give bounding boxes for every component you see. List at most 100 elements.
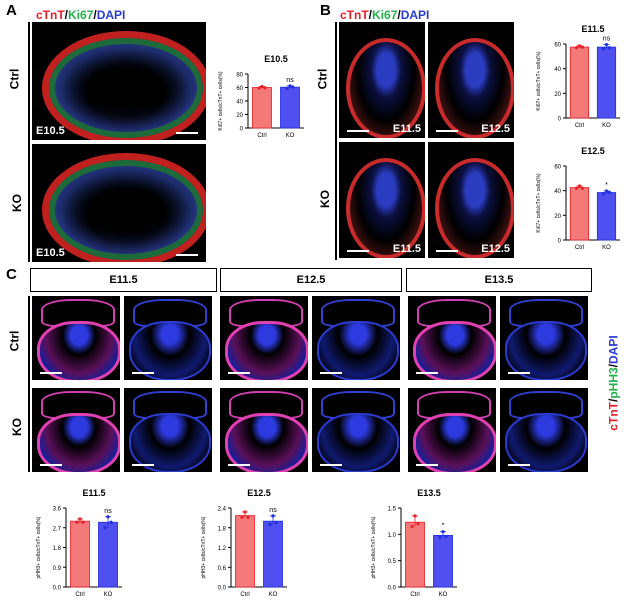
chart-title: E11.5	[82, 488, 105, 498]
y-tick-label: 1.8	[218, 526, 227, 532]
row-divider	[28, 296, 30, 472]
data-point	[75, 520, 79, 524]
stain-sep: /	[93, 8, 97, 22]
stain-sep: /	[606, 398, 621, 403]
stage-header-e11-5: E11.5	[30, 268, 217, 292]
stain-dapi: DAPI	[400, 8, 430, 22]
panel-a-stain-legend: cTnT/Ki67/DAPI	[36, 8, 125, 22]
row-label-ko: KO	[318, 190, 332, 208]
x-tick-label: KO	[439, 592, 448, 598]
scale-bar	[347, 130, 369, 132]
micrograph-c-ko-5	[500, 388, 588, 472]
scale-bar	[436, 250, 458, 252]
y-tick-label: 40	[236, 100, 243, 106]
chart-title: E10.5	[264, 54, 288, 64]
y-tick-label: 0.0	[388, 586, 397, 592]
y-tick-label: 60	[236, 86, 243, 92]
micrograph-c-ko-2	[220, 388, 308, 472]
x-tick-label: Ctrl	[410, 592, 419, 598]
y-tick-label: 0.6	[218, 566, 227, 572]
y-tick-label: 1.5	[388, 507, 397, 513]
significance-label: ns	[286, 77, 294, 84]
heart-section	[225, 413, 308, 472]
scale-bar	[508, 372, 530, 374]
scale-bar	[228, 372, 250, 374]
scale-bar	[320, 464, 342, 466]
panel-b-stain-legend: cTnT/Ki67/DAPI	[340, 8, 429, 22]
significance-label: ns	[104, 508, 112, 515]
data-point	[109, 520, 113, 524]
y-tick-label: 3.6	[53, 507, 62, 513]
data-point	[288, 84, 292, 88]
micrograph-c-ctrl-4	[408, 296, 496, 380]
y-tick-label: 80	[236, 73, 243, 79]
chart-c-e11-5: E11.5 pHH3+ cells/cTnT+ cells(%) 0.0 0.9 1.8…	[36, 488, 122, 598]
data-point	[410, 524, 414, 529]
heart-section	[129, 321, 211, 380]
bar-ctrl	[569, 46, 590, 119]
y-tick-label: 1.8	[53, 546, 62, 552]
significance-label: ns	[269, 507, 277, 514]
heart-section	[505, 321, 587, 380]
scale-bar	[176, 132, 198, 134]
y-axis-label: Ki67+ cells/cTnT+ cells(%)	[218, 71, 224, 131]
chart-c-e13-5: E13.5 pHH3+ cells/cTnT+ cells(%) 0.0 0.5 1.0…	[371, 488, 457, 598]
data-point	[601, 192, 606, 196]
heart-section	[434, 158, 514, 258]
x-tick-label: KO	[286, 133, 295, 139]
scale-bar	[40, 464, 62, 466]
significance-label: ns	[603, 36, 611, 43]
data-point	[246, 515, 250, 519]
heart-section	[345, 158, 425, 258]
y-axis-label: Ki67+ cells/cTnT+ cells(%)	[536, 173, 542, 233]
panel-b-label: B	[320, 2, 331, 19]
data-point	[604, 43, 609, 47]
data-point	[438, 535, 442, 540]
micrograph-c-ko-3	[312, 388, 400, 472]
chart-b-e11-5: E11.5 Ki67+ cells/cTnT+ cells(%) 0 20 40 60 Ct…	[536, 24, 620, 129]
image-stage-label: E12.5	[481, 123, 510, 135]
data-point	[78, 517, 82, 521]
y-tick-label: 20	[554, 92, 561, 98]
stain-ki67: Ki67	[372, 8, 398, 22]
chart-b-e12-5: E12.5 Ki67+ cells/cTnT+ cells(%) 0 20 40 60 Ct…	[536, 146, 620, 251]
micrograph-ctrl-e11-5: E11.5	[339, 22, 425, 138]
micrograph-c-ko-0	[32, 388, 120, 472]
y-tick-label: 1.0	[388, 533, 397, 539]
x-tick-label: KO	[602, 245, 611, 251]
stain-sep: /	[397, 8, 401, 22]
data-point	[413, 514, 417, 518]
heart-section	[317, 413, 399, 472]
heart-section	[434, 38, 514, 138]
micrograph-ko-e10-5: E10.5	[32, 144, 206, 262]
data-point	[260, 84, 264, 89]
data-point	[291, 85, 295, 89]
image-stage-label: E11.5	[392, 243, 421, 255]
data-point	[103, 526, 107, 530]
data-point	[607, 46, 612, 50]
stage-header-e12-5: E12.5	[220, 268, 402, 292]
y-tick-label: 0.5	[388, 559, 397, 565]
scale-bar	[508, 464, 530, 466]
data-point	[263, 86, 267, 90]
x-tick-label: Ctrl	[75, 592, 84, 598]
heart-section	[37, 413, 120, 472]
y-tick-label: 60	[554, 43, 561, 49]
data-point	[580, 45, 585, 49]
heart-section	[129, 413, 211, 472]
bar-ko	[263, 520, 283, 588]
scale-bar	[320, 372, 342, 374]
data-point	[285, 86, 289, 91]
data-point	[257, 86, 261, 90]
panel-c-label: C	[6, 266, 17, 283]
bar-ctrl	[405, 521, 425, 588]
y-tick-label: 0.0	[218, 586, 227, 592]
chart-title: E12.5	[247, 488, 271, 498]
y-tick-label: 40	[554, 67, 561, 73]
micrograph-c-ctrl-1	[124, 296, 212, 380]
micrograph-ko-e12-5: E12.5	[428, 142, 514, 258]
data-point	[577, 44, 582, 48]
stain-sep: /	[368, 8, 373, 22]
bar-ko	[596, 46, 617, 119]
